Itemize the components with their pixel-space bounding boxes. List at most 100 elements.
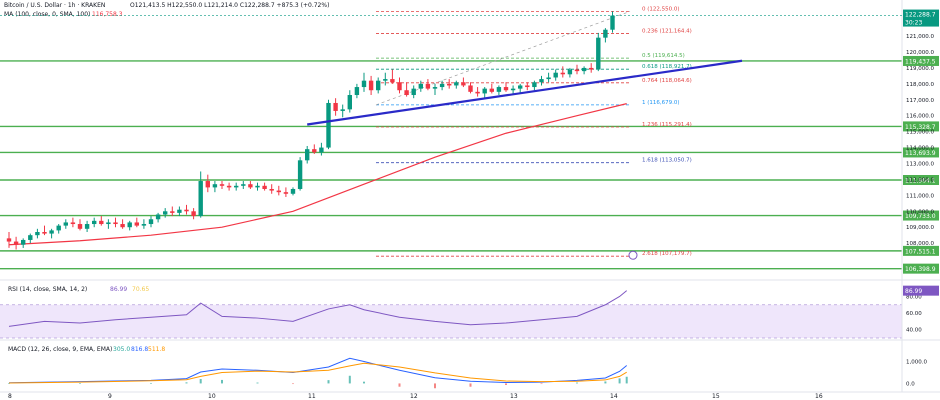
candle-body <box>170 211 175 213</box>
fib-level-label: 0.764 (118,064.6) <box>642 78 692 84</box>
fib-level-label: 1.236 (115,291.4) <box>642 122 692 128</box>
candle-body <box>454 82 459 86</box>
macd-histogram-bar <box>327 380 330 384</box>
level-price-tag <box>903 263 939 274</box>
level-price-tag <box>903 121 939 132</box>
candle-body <box>35 231 40 236</box>
candle-body <box>13 241 19 245</box>
macd-line-value: 816.8 <box>131 346 148 353</box>
rsi-value-tag <box>903 285 939 296</box>
candle-body <box>610 15 615 30</box>
macd-signal-value: 511.8 <box>148 346 165 353</box>
candle-body <box>77 224 83 229</box>
price-tick-label: 115,000.0 <box>906 130 934 136</box>
level-price-label: 119,437.5 <box>905 58 936 65</box>
candle-body <box>326 102 331 148</box>
time-axis-label: 11 <box>308 393 316 400</box>
macd-histogram-bar <box>618 378 621 384</box>
candle-body <box>489 88 494 92</box>
candle-body <box>56 225 61 231</box>
candle-body <box>290 188 296 194</box>
candle-body <box>340 109 345 111</box>
rsi-line <box>8 290 628 327</box>
price-tick-label: 118,000.0 <box>906 82 934 88</box>
candle-body <box>411 88 416 96</box>
candle-body <box>63 222 68 226</box>
price-tick-label: 119,000.0 <box>906 66 934 72</box>
candle-body <box>305 149 310 161</box>
candle-body <box>354 87 360 96</box>
rsi-legend: RSI (14, close, SMA, 14, 2) <box>8 286 87 293</box>
candle-body <box>205 181 210 188</box>
candle-body <box>525 85 530 88</box>
candle-body <box>106 222 111 225</box>
candle-body <box>92 220 97 225</box>
candle-body <box>546 77 551 80</box>
candle-body <box>198 181 203 217</box>
macd-histogram-bar <box>505 383 507 385</box>
time-axis-label: 13 <box>510 393 518 400</box>
time-axis-label: 15 <box>712 393 720 400</box>
price-tick-label: 108,000.0 <box>906 241 934 247</box>
macd-histogram-bar <box>185 382 188 384</box>
candle-body <box>319 147 324 153</box>
candle-body <box>581 67 587 72</box>
level-price-tag <box>903 55 939 66</box>
price-tick-label: 114,000.0 <box>906 146 934 152</box>
macd-histogram-bar <box>221 379 223 384</box>
level-price-label: 109,733.0 <box>905 213 936 220</box>
symbol-title: Bitcoin / U.S. Dollar · 1h · KRAKEN <box>4 2 105 9</box>
macd-histogram-bar <box>150 382 152 384</box>
candle-body <box>226 185 232 188</box>
candle-body <box>184 209 189 212</box>
candle-body <box>70 222 76 225</box>
marker-circle <box>628 250 638 260</box>
candle-body <box>560 72 565 75</box>
candle-body <box>269 188 274 191</box>
time-axis-label: 12 <box>410 393 418 400</box>
candle-body <box>596 37 601 70</box>
candle-body <box>99 220 104 225</box>
moving-average-line <box>8 103 627 246</box>
candle-body <box>418 83 423 89</box>
level-price-label: 107,515.1 <box>905 248 936 255</box>
fib-level-label: 0 (122,550.0) <box>642 6 680 12</box>
candle-body <box>219 184 225 186</box>
candle-body <box>532 82 537 88</box>
candle-body <box>468 85 473 92</box>
time-axis-label: 14 <box>610 393 618 400</box>
current-price-label: 122,288.7 <box>905 12 936 19</box>
candle-body <box>553 72 558 78</box>
candle-body <box>404 90 409 96</box>
macd-histogram-bar <box>79 382 81 384</box>
candle-body <box>503 87 509 91</box>
candle-body <box>368 80 374 91</box>
price-tick-label: 112,000.0 <box>906 177 934 183</box>
candle-body <box>461 82 466 86</box>
candle-body <box>333 102 338 111</box>
candle-body <box>212 184 218 188</box>
countdown-label: 30:23 <box>905 20 922 27</box>
price-tick-label: 121,000.0 <box>906 34 934 40</box>
time-axis-label: 10 <box>208 393 216 400</box>
ma-legend: MA (100, close, 0, SMA, 100) <box>4 11 90 18</box>
candle-body <box>347 95 352 110</box>
candle-body <box>262 185 267 189</box>
candle-body <box>6 238 12 242</box>
candle-body <box>432 87 438 89</box>
macd-histogram-value: 305.0 <box>113 346 130 353</box>
candle-body <box>191 211 196 217</box>
macd-histogram-bar <box>540 383 543 385</box>
candle-body <box>510 88 516 91</box>
candle-body <box>84 224 90 229</box>
candle-body <box>603 29 608 38</box>
price-tick-label: 117,000.0 <box>906 98 934 104</box>
candle-body <box>113 222 118 225</box>
macd-histogram-bar <box>398 383 401 387</box>
macd-histogram-bar <box>434 383 436 389</box>
candle-body <box>383 79 388 81</box>
rsi-sma-value: 70.65 <box>132 286 149 293</box>
candle-body <box>141 224 147 226</box>
candle-body <box>148 219 154 225</box>
